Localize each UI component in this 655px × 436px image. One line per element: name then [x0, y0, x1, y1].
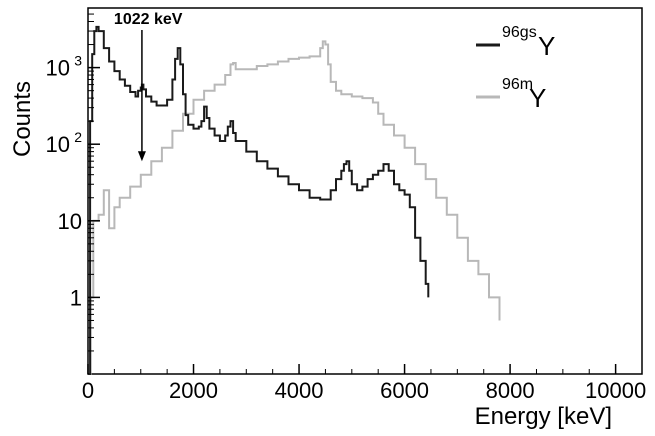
x-tick-label: 2000	[169, 378, 218, 403]
series-layer	[88, 25, 501, 375]
y-tick-label: 1	[70, 285, 82, 310]
legend-label-base: Y	[538, 31, 555, 61]
x-tick-label: 10000	[585, 378, 646, 403]
plot-frame	[87, 7, 643, 375]
x-tick-label: 8000	[486, 378, 535, 403]
series-line-96m	[88, 40, 501, 375]
y-tick-exponent: 3	[74, 53, 82, 69]
y-tick-label: 10	[46, 132, 70, 157]
legend-label-superscript: 96gs	[502, 24, 537, 41]
x-tick-label: 6000	[380, 378, 429, 403]
y-tick-label: 10	[46, 56, 70, 81]
x-tick-label: 4000	[275, 378, 324, 403]
annotation-arrowhead	[137, 151, 146, 162]
x-axis-title: Energy [keV]	[475, 403, 612, 430]
annotation: 1022 keV	[114, 11, 183, 162]
y-axis-title: Counts	[9, 81, 36, 157]
legend-label-superscript: 96m	[502, 76, 533, 93]
legend-label-base: Y	[529, 83, 546, 113]
y-tick-label: 10	[58, 209, 82, 234]
x-tick-label: 0	[82, 378, 94, 403]
y-tick-exponent: 2	[74, 129, 82, 145]
annotation-text: 1022 keV	[114, 11, 183, 28]
plot-area	[87, 7, 643, 375]
series-line-96gs	[88, 25, 430, 375]
